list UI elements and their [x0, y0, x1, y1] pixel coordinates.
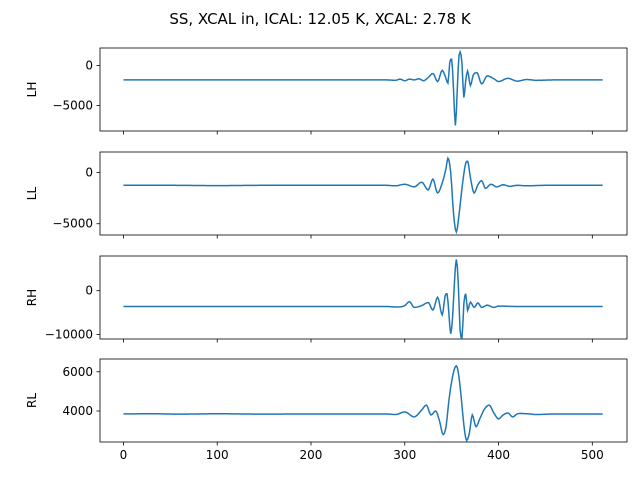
x-tick-label: 100: [206, 448, 229, 462]
y-tick-label: −5000: [52, 98, 93, 112]
x-tick-label: 500: [581, 448, 604, 462]
subplots: 0 −5000 LH 0 −5000 LL 0 −10000 RH 0 100 200 300 400 50…: [25, 47, 628, 462]
axes-frame: [99, 255, 628, 340]
subplot-rl: 0 100 200 300 400 500 4000 6000 RL: [25, 358, 628, 462]
axes-frame: [99, 151, 628, 236]
y-tick-label: 4000: [62, 404, 93, 418]
series-line-rl: [123, 364, 603, 442]
y-axis-label: RH: [25, 289, 39, 306]
axes-frame: [99, 47, 628, 132]
y-tick-label: 0: [85, 59, 93, 73]
x-tick-label: 200: [300, 448, 323, 462]
y-tick-label: 0: [85, 284, 93, 298]
y-tick-label: 6000: [62, 365, 93, 379]
series-line-lh: [123, 49, 603, 126]
y-axis-label: LL: [25, 187, 39, 201]
axes-frame: [99, 358, 628, 443]
x-tick-label: 0: [120, 448, 128, 462]
subplot-lh: 0 −5000 LH: [25, 47, 628, 135]
y-tick-label: −10000: [45, 328, 93, 342]
y-axis-label: RL: [25, 393, 39, 408]
x-tick-label: 400: [487, 448, 510, 462]
subplot-rh: 0 −10000 RH: [25, 255, 628, 343]
y-tick-label: 0: [85, 165, 93, 179]
x-tick-label: 300: [393, 448, 416, 462]
y-tick-label: −5000: [52, 217, 93, 231]
figure-title: SS, XCAL in, ICAL: 12.05 K, XCAL: 2.78 K: [169, 10, 472, 28]
series-line-ll: [123, 156, 603, 235]
series-line-rh: [123, 259, 603, 339]
y-axis-label: LH: [25, 82, 39, 98]
subplot-ll: 0 −5000 LL: [25, 151, 628, 239]
